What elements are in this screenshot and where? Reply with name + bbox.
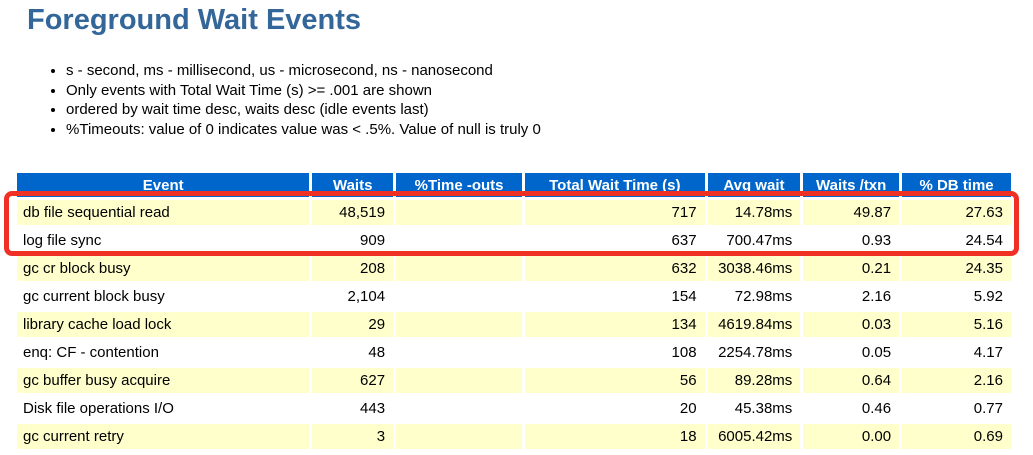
cell-waits-per-txn: 49.87 — [803, 200, 900, 226]
column-header-timeouts: %Time -outs — [396, 173, 523, 198]
table-row: gc current retry 3 18 6005.42ms 0.00 0.6… — [17, 424, 1011, 450]
cell-waits: 2,104 — [312, 284, 394, 310]
table-row: log file sync 909 637 700.47ms 0.93 24.5… — [17, 228, 1011, 254]
column-header-total-wait-time: Total Wait Time (s) — [525, 173, 705, 198]
cell-waits: 48,519 — [312, 200, 394, 226]
cell-db-time-pct: 24.35 — [902, 256, 1011, 282]
column-header-waits: Waits — [312, 173, 394, 198]
cell-timeouts — [396, 424, 523, 450]
cell-db-time-pct: 4.17 — [902, 340, 1011, 366]
cell-timeouts — [396, 228, 523, 254]
cell-total-wait-time: 154 — [525, 284, 705, 310]
page-title: Foreground Wait Events — [27, 4, 362, 36]
cell-timeouts — [396, 368, 523, 394]
table-row: db file sequential read 48,519 717 14.78… — [17, 200, 1011, 226]
cell-avg-wait: 4619.84ms — [707, 312, 801, 338]
table-row: library cache load lock 29 134 4619.84ms… — [17, 312, 1011, 338]
cell-event: Disk file operations I/O — [17, 396, 310, 422]
cell-db-time-pct: 27.63 — [902, 200, 1011, 226]
cell-waits: 627 — [312, 368, 394, 394]
cell-waits-per-txn: 0.64 — [803, 368, 900, 394]
cell-event: log file sync — [17, 228, 310, 254]
note-item: s - second, ms - millisecond, us - micro… — [66, 61, 1033, 81]
cell-avg-wait: 700.47ms — [707, 228, 801, 254]
note-item: Only events with Total Wait Time (s) >= … — [66, 81, 1033, 101]
cell-db-time-pct: 0.77 — [902, 396, 1011, 422]
cell-total-wait-time: 717 — [525, 200, 705, 226]
cell-avg-wait: 72.98ms — [707, 284, 801, 310]
cell-timeouts — [396, 396, 523, 422]
cell-total-wait-time: 134 — [525, 312, 705, 338]
table-wrapper: Event Waits %Time -outs Total Wait Time … — [0, 170, 1033, 452]
cell-avg-wait: 14.78ms — [707, 200, 801, 226]
cell-avg-wait: 6005.42ms — [707, 424, 801, 450]
cell-event: enq: CF - contention — [17, 340, 310, 366]
cell-timeouts — [396, 312, 523, 338]
cell-db-time-pct: 2.16 — [902, 368, 1011, 394]
cell-event: gc current block busy — [17, 284, 310, 310]
column-header-avg-wait: Avg wait — [707, 173, 801, 198]
cell-total-wait-time: 108 — [525, 340, 705, 366]
note-item: %Timeouts: value of 0 indicates value wa… — [66, 120, 1033, 140]
cell-waits: 3 — [312, 424, 394, 450]
cell-event: gc buffer busy acquire — [17, 368, 310, 394]
cell-db-time-pct: 5.92 — [902, 284, 1011, 310]
cell-waits-per-txn: 0.21 — [803, 256, 900, 282]
column-header-db-time-pct: % DB time — [902, 173, 1011, 198]
cell-waits-per-txn: 0.46 — [803, 396, 900, 422]
cell-avg-wait: 3038.46ms — [707, 256, 801, 282]
table-row: gc buffer busy acquire 627 56 89.28ms 0.… — [17, 368, 1011, 394]
cell-total-wait-time: 632 — [525, 256, 705, 282]
cell-timeouts — [396, 284, 523, 310]
table-row: gc cr block busy 208 632 3038.46ms 0.21 … — [17, 256, 1011, 282]
cell-total-wait-time: 18 — [525, 424, 705, 450]
note-item: ordered by wait time desc, waits desc (i… — [66, 100, 1033, 120]
cell-timeouts — [396, 256, 523, 282]
cell-waits: 208 — [312, 256, 394, 282]
table-row: Disk file operations I/O 443 20 45.38ms … — [17, 396, 1011, 422]
cell-waits: 909 — [312, 228, 394, 254]
table-row: gc current block busy 2,104 154 72.98ms … — [17, 284, 1011, 310]
cell-db-time-pct: 24.54 — [902, 228, 1011, 254]
cell-event: db file sequential read — [17, 200, 310, 226]
column-header-waits-per-txn: Waits /txn — [803, 173, 900, 198]
cell-avg-wait: 89.28ms — [707, 368, 801, 394]
cell-event: library cache load lock — [17, 312, 310, 338]
cell-waits-per-txn: 0.05 — [803, 340, 900, 366]
cell-event: gc cr block busy — [17, 256, 310, 282]
cell-waits-per-txn: 0.00 — [803, 424, 900, 450]
cell-avg-wait: 2254.78ms — [707, 340, 801, 366]
cell-total-wait-time: 20 — [525, 396, 705, 422]
cell-waits: 48 — [312, 340, 394, 366]
table-header-row: Event Waits %Time -outs Total Wait Time … — [17, 173, 1011, 198]
cell-waits: 443 — [312, 396, 394, 422]
notes-list: s - second, ms - millisecond, us - micro… — [0, 61, 1033, 139]
table-row: enq: CF - contention 48 108 2254.78ms 0.… — [17, 340, 1011, 366]
cell-waits-per-txn: 0.93 — [803, 228, 900, 254]
cell-waits-per-txn: 0.03 — [803, 312, 900, 338]
cell-waits: 29 — [312, 312, 394, 338]
cell-event: gc current retry — [17, 424, 310, 450]
cell-total-wait-time: 56 — [525, 368, 705, 394]
wait-events-table: Event Waits %Time -outs Total Wait Time … — [14, 170, 1014, 452]
cell-timeouts — [396, 340, 523, 366]
cell-timeouts — [396, 200, 523, 226]
cell-waits-per-txn: 2.16 — [803, 284, 900, 310]
column-header-event: Event — [17, 173, 310, 198]
cell-db-time-pct: 5.16 — [902, 312, 1011, 338]
cell-avg-wait: 45.38ms — [707, 396, 801, 422]
cell-db-time-pct: 0.69 — [902, 424, 1011, 450]
cell-total-wait-time: 637 — [525, 228, 705, 254]
